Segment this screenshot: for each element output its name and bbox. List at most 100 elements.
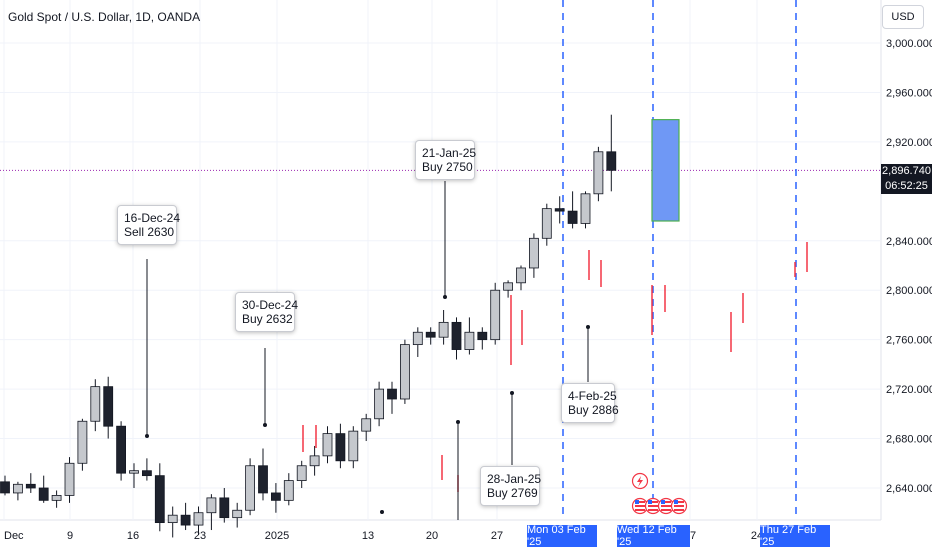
- candle[interactable]: [116, 425, 126, 474]
- candle[interactable]: [206, 497, 217, 514]
- candle[interactable]: [606, 151, 617, 171]
- candle[interactable]: [348, 430, 359, 462]
- flag-stripe: [674, 505, 684, 507]
- candle[interactable]: [593, 151, 604, 195]
- candle[interactable]: [387, 388, 397, 400]
- candle[interactable]: [219, 497, 230, 519]
- trade-annotation[interactable]: 28-Jan-25 Buy 2769: [480, 466, 542, 506]
- date-marker-label: Wed 12 Feb '25: [617, 524, 690, 548]
- candle[interactable]: [541, 208, 552, 239]
- annotation-date: 28-Jan-25: [487, 472, 542, 486]
- candle[interactable]: [0, 481, 10, 494]
- flag-stripe: [661, 505, 671, 507]
- candle[interactable]: [283, 480, 294, 501]
- time-tick-label: 2025: [265, 530, 289, 542]
- trade-annotation[interactable]: 16-Dec-24 Sell 2630: [117, 205, 180, 245]
- price-tick-label: 2,800.000: [886, 285, 932, 297]
- candle[interactable]: [258, 465, 268, 494]
- candle[interactable]: [90, 386, 101, 422]
- flag-stripe: [635, 509, 645, 511]
- candle[interactable]: [516, 267, 526, 284]
- candle[interactable]: [451, 321, 462, 350]
- candle[interactable]: [129, 470, 139, 474]
- candle[interactable]: [412, 331, 423, 346]
- price-tick-label: 2,640.000: [886, 483, 932, 495]
- flag-stripe: [635, 505, 645, 507]
- candle[interactable]: [374, 388, 385, 420]
- candle[interactable]: [296, 465, 307, 481]
- candle[interactable]: [399, 344, 410, 400]
- trade-annotation[interactable]: 4-Feb-25 Buy 2886: [561, 383, 619, 423]
- flag-stripe: [635, 501, 645, 503]
- annotation-anchor: [380, 510, 384, 514]
- time-tick-label: 16: [127, 530, 139, 542]
- candle[interactable]: [193, 512, 204, 526]
- candle[interactable]: [322, 433, 333, 457]
- projection-box[interactable]: [651, 119, 680, 222]
- flag-stripe: [661, 509, 671, 511]
- price-tick-label: 2,720.000: [886, 384, 932, 396]
- candle[interactable]: [529, 237, 539, 269]
- candle[interactable]: [25, 483, 36, 489]
- candle[interactable]: [167, 514, 178, 524]
- candle[interactable]: [232, 509, 243, 519]
- annotation-date: 30-Dec-24: [242, 298, 299, 312]
- candle[interactable]: [580, 193, 591, 224]
- candle[interactable]: [270, 492, 281, 501]
- candle[interactable]: [154, 475, 165, 524]
- annotation-anchor: [145, 434, 149, 438]
- candle[interactable]: [335, 433, 346, 462]
- candle[interactable]: [245, 465, 256, 511]
- annotation-signal: Sell 2630: [124, 225, 175, 239]
- candle[interactable]: [64, 462, 75, 496]
- flag-stripe: [674, 501, 684, 503]
- trade-annotation[interactable]: 30-Dec-24 Buy 2632: [235, 292, 299, 332]
- candle[interactable]: [141, 470, 152, 477]
- candle[interactable]: [51, 495, 62, 501]
- flag-stripe: [674, 509, 684, 511]
- candle[interactable]: [425, 331, 436, 338]
- candle[interactable]: [12, 483, 23, 494]
- candle[interactable]: [503, 282, 514, 291]
- price-tick-label: 2,840.000: [886, 236, 932, 248]
- candle[interactable]: [477, 331, 488, 341]
- countdown-label: 06:52:25: [881, 179, 932, 194]
- annotation-date: 4-Feb-25: [568, 389, 617, 403]
- flag-canton: [661, 500, 665, 504]
- current-price-label: 2,896.740: [881, 164, 932, 179]
- flag-stripe: [661, 501, 671, 503]
- candle[interactable]: [464, 331, 475, 350]
- candle[interactable]: [38, 487, 49, 501]
- price-tick-label: 3,000.000: [886, 38, 932, 50]
- annotation-signal: Buy 2632: [242, 312, 293, 326]
- annotation-signal: Buy 2886: [568, 403, 619, 417]
- candle[interactable]: [77, 420, 88, 464]
- trade-annotation[interactable]: 21-Jan-25 Buy 2750: [415, 140, 476, 180]
- candle[interactable]: [103, 386, 114, 427]
- time-tick-label: 20: [426, 530, 438, 542]
- date-marker-label: Mon 03 Feb '25: [527, 524, 597, 548]
- candle[interactable]: [490, 289, 501, 341]
- flag-canton: [648, 500, 652, 504]
- currency-button[interactable]: USD: [882, 5, 924, 29]
- candle[interactable]: [309, 455, 320, 467]
- candle[interactable]: [180, 514, 191, 526]
- symbol-title[interactable]: Gold Spot / U.S. Dollar, 1D, OANDA: [8, 10, 201, 24]
- candle[interactable]: [567, 210, 578, 224]
- price-tick-label: 2,960.000: [886, 87, 932, 99]
- annotation-signal: Buy 2769: [487, 486, 538, 500]
- flag-canton: [674, 500, 678, 504]
- annotation-anchor: [443, 295, 447, 299]
- annotation-anchor: [456, 420, 460, 424]
- time-tick-label: 13: [362, 530, 374, 542]
- flag-stripe: [648, 505, 658, 507]
- flag-canton: [635, 500, 639, 504]
- candle[interactable]: [361, 418, 372, 432]
- price-axis[interactable]: [881, 0, 932, 550]
- time-tick-label: 23: [194, 530, 206, 542]
- candle[interactable]: [438, 321, 449, 338]
- date-marker-label: Thu 27 Feb '25: [760, 524, 830, 548]
- candle[interactable]: [554, 208, 565, 212]
